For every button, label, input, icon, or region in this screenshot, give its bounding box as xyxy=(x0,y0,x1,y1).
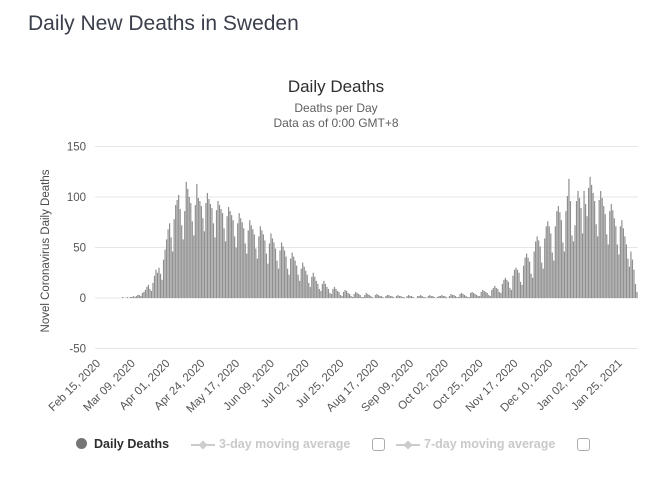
legend-label-3day-moving-average: 3-day moving average xyxy=(219,437,351,451)
7day-ma-line-diamond-marker-icon xyxy=(396,440,420,450)
svg-text:50: 50 xyxy=(73,243,86,255)
svg-text:150: 150 xyxy=(67,142,86,154)
legend-item-3day-moving-average[interactable]: 3-day moving average xyxy=(219,437,350,451)
y-axis-tick-labels: 150 100 50 0 -50 xyxy=(67,142,86,356)
legend-label-7day-moving-average: 7-day moving average xyxy=(424,437,556,451)
3day-ma-line-diamond-marker-icon xyxy=(191,440,215,450)
chart-title: Daily Deaths xyxy=(287,77,385,96)
legend-item-daily-deaths[interactable]: Daily Deaths xyxy=(94,437,169,451)
y-axis-title: Novel Coronavirus Daily Deaths xyxy=(40,169,52,332)
svg-text:0: 0 xyxy=(80,293,86,305)
svg-text:100: 100 xyxy=(67,192,86,204)
page-title: Daily New Deaths in Sweden xyxy=(28,12,299,35)
legend-label-daily-deaths: Daily Deaths xyxy=(94,437,170,451)
chart-subtitle-deaths-per-day: Deaths per Day xyxy=(294,101,378,115)
3day-ma-checkbox[interactable] xyxy=(372,438,385,451)
7day-ma-checkbox[interactable] xyxy=(577,438,590,451)
legend-item-7day-moving-average[interactable]: 7-day moving average xyxy=(424,437,555,451)
bars-daily-deaths-series[interactable] xyxy=(122,176,638,298)
svg-text:-50: -50 xyxy=(69,344,86,356)
daily-deaths-circle-marker-icon xyxy=(76,438,87,449)
chart-subtitle-data-as-of: Data as of 0:00 GMT+8 xyxy=(273,116,399,130)
